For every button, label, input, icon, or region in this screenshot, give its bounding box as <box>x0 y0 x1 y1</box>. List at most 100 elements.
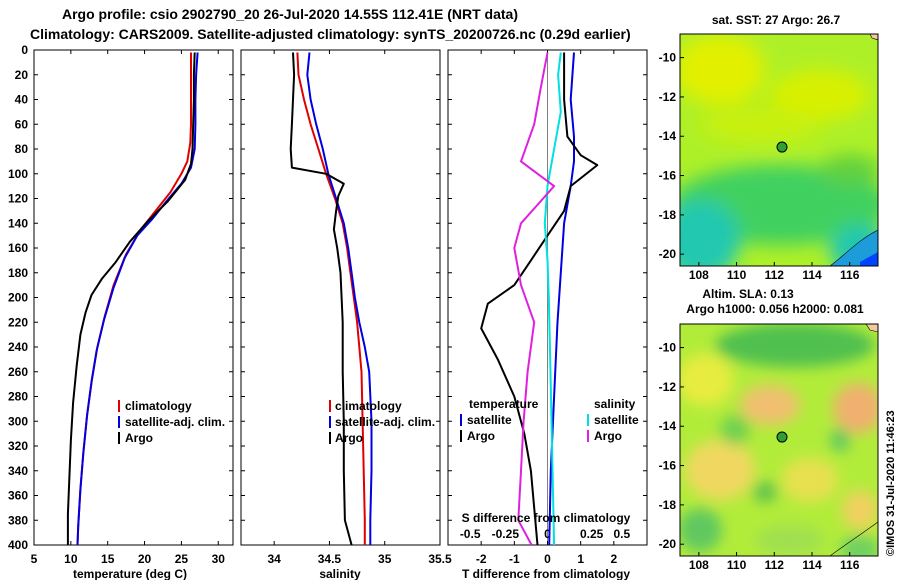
sst-coastline <box>869 34 878 41</box>
map-lon-label: 114 <box>802 558 822 572</box>
difference-series-salinity-satellite <box>543 52 562 546</box>
depth-tick-label: 280 <box>8 390 28 404</box>
depth-tick-label: 0 <box>21 43 28 57</box>
difference-series-salinity-argo <box>513 52 556 546</box>
legend-s-satellite: satellite <box>594 413 639 427</box>
sst-coastline <box>829 229 878 266</box>
salinity-legend: climatology satellite-adj. clim. Argo <box>329 399 435 445</box>
map-lon-label: 116 <box>840 268 860 282</box>
map-lat-label: -20 <box>659 537 677 551</box>
temperature-x-tick-label: 10 <box>64 552 78 566</box>
salinity-x-axis: 34 34.5 35 35.5 <box>267 50 452 566</box>
sla-high-patch <box>685 440 755 500</box>
temperature-x-tick-label: 25 <box>175 552 189 566</box>
map-lat-label: -18 <box>659 498 677 512</box>
map-lon-label: 114 <box>802 268 822 282</box>
depth-tick-label: 20 <box>15 68 29 82</box>
depth-tick-label: 100 <box>8 167 28 181</box>
sla-map-subtitle: Argo h1000: 0.056 h2000: 0.081 <box>686 302 864 316</box>
depth-tick-label: 180 <box>8 266 28 280</box>
sst-warm-patch <box>700 107 820 143</box>
salinity-panel <box>240 49 441 546</box>
tdiff-x-tick-label: 0 <box>544 552 551 566</box>
temperature-panel <box>33 49 234 546</box>
map-lat-label: -10 <box>659 341 677 355</box>
s-diff-tick-label: -0.25 <box>492 527 520 541</box>
sla-low-patch <box>840 535 878 556</box>
difference-series-temperature-satellite <box>548 52 575 546</box>
map-lat-label: -14 <box>659 419 677 433</box>
legend-argo: Argo <box>335 431 363 445</box>
map-lon-label: 116 <box>840 558 860 572</box>
temperature-series-argo <box>66 52 196 545</box>
sla-map-title: Altim. SLA: 0.13 <box>702 287 794 301</box>
s-diff-tick-label: 0.5 <box>613 527 630 541</box>
legend-satellite: satellite-adj. clim. <box>125 415 225 429</box>
map-lat-label: -16 <box>659 169 677 183</box>
sla-high-patch <box>680 354 733 406</box>
map-lat-label: -12 <box>659 90 677 104</box>
sla-low-patch <box>755 525 825 555</box>
legend-t-argo: Argo <box>467 429 495 443</box>
temperature-x-tick-label: 15 <box>101 552 115 566</box>
salinity-series-argo <box>289 52 353 546</box>
depth-tick-label: 220 <box>8 315 28 329</box>
difference-series-temperature-argo <box>480 52 599 546</box>
map-lon-label: 108 <box>689 558 709 572</box>
sla-low-patch <box>715 324 875 367</box>
sla-coastline <box>829 521 878 556</box>
map-lat-label: -12 <box>659 380 677 394</box>
map-lat-label: -16 <box>659 459 677 473</box>
t-difference-x-axis: -2 -1 0 1 2 <box>476 50 617 566</box>
depth-tick-label: 160 <box>8 241 28 255</box>
sla-high-patch <box>782 458 838 502</box>
tdiff-x-tick-label: 2 <box>610 552 617 566</box>
depth-tick-label: 380 <box>8 513 28 527</box>
map-lat-label: -10 <box>659 51 677 65</box>
tdiff-x-tick-label: -2 <box>476 552 487 566</box>
profile-series <box>66 52 599 546</box>
depth-tick-label: 320 <box>8 439 28 453</box>
depth-tick-label: 140 <box>8 216 28 230</box>
salinity-x-label: salinity <box>319 567 361 580</box>
depth-tick-label: 240 <box>8 340 28 354</box>
sla-low-patch <box>830 428 850 452</box>
depth-tick-label: 40 <box>15 93 29 107</box>
legend-salinity-title: salinity <box>594 397 636 411</box>
sla-low-patch <box>753 482 777 502</box>
sla-map-axes: 108 110 112 114 116 -10 -12 -14 -16 -18 -20 <box>659 341 860 572</box>
depth-tick-label: 80 <box>15 142 29 156</box>
difference-legend: temperature satellite Argo salinity sate… <box>460 397 639 443</box>
sst-heatmap <box>680 34 878 266</box>
s-difference-x-label: S difference from climatology <box>462 511 631 525</box>
s-diff-tick-label: -0.5 <box>460 527 481 541</box>
temperature-x-label: temperature (deg C) <box>73 567 187 580</box>
sla-map-frame <box>679 323 879 557</box>
temperature-series-satellite-adj-clim- <box>76 52 199 546</box>
salinity-x-tick-label: 34.5 <box>318 552 342 566</box>
s-diff-tick-label: 0.25 <box>580 527 604 541</box>
sst-coastline <box>860 252 878 266</box>
legend-s-argo: Argo <box>594 429 622 443</box>
depth-tick-label: 340 <box>8 464 28 478</box>
sla-high-patch <box>740 385 800 425</box>
title-line-1: Argo profile: csio 2902790_20 26-Jul-202… <box>62 6 519 22</box>
sla-low-patch <box>680 508 722 552</box>
map-lon-label: 112 <box>765 268 785 282</box>
sla-heatmap <box>680 324 878 556</box>
sst-map-title: sat. SST: 27 Argo: 26.7 <box>712 13 841 27</box>
map-lat-label: -14 <box>659 129 677 143</box>
salinity-series-climatology <box>296 52 366 545</box>
map-lat-label: -18 <box>659 208 677 222</box>
legend-satellite: satellite-adj. clim. <box>335 415 435 429</box>
legend-argo: Argo <box>125 431 153 445</box>
tdiff-x-tick-label: 1 <box>577 552 584 566</box>
map-lon-label: 110 <box>727 558 747 572</box>
t-difference-x-label: T difference from climatology <box>462 567 630 580</box>
salinity-x-tick-label: 35 <box>378 552 392 566</box>
imos-credit: ©IMOS 31-Jul-2020 11:46:23 <box>885 410 897 556</box>
temperature-x-axis: 5 10 15 20 25 30 <box>31 50 225 566</box>
tdiff-x-tick-label: -1 <box>509 552 520 566</box>
depth-tick-label: 260 <box>8 365 28 379</box>
